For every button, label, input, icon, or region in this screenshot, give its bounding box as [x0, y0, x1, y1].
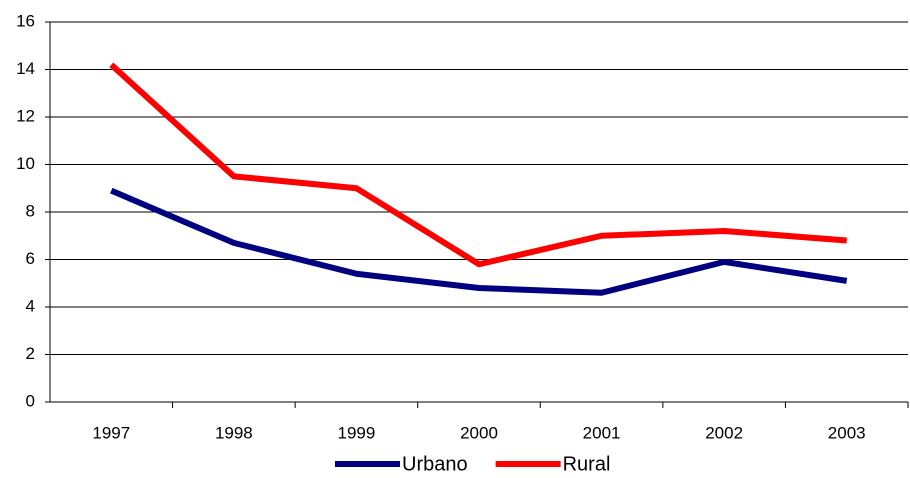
y-tick-label: 12 [16, 106, 35, 125]
x-tick-label: 2001 [583, 423, 621, 442]
x-tick-label: 1997 [92, 423, 130, 442]
axes: 0 2 4 6 8 10 12 14 16 1997 1998 1999 2000 2001 2002 200… [16, 11, 909, 442]
y-tick-label: 14 [16, 59, 35, 78]
legend: Urbano Rural [335, 453, 610, 475]
y-tick-label: 10 [16, 154, 35, 173]
y-tick-label: 4 [26, 296, 35, 315]
x-tick-label: 2002 [705, 423, 743, 442]
y-tick-label: 8 [26, 201, 35, 220]
x-tick-label: 1998 [215, 423, 253, 442]
x-tick-label: 1999 [338, 423, 376, 442]
lines [109, 62, 848, 296]
y-tick-label: 16 [16, 11, 35, 30]
legend-label: Urbano [402, 453, 468, 475]
series-line [109, 62, 847, 268]
grid [50, 21, 908, 355]
y-tick-label: 2 [26, 344, 35, 363]
y-tick-label: 6 [26, 249, 35, 268]
series-line [110, 187, 848, 296]
legend-label: Rural [563, 453, 611, 475]
x-tick-label: 2003 [828, 423, 866, 442]
y-tick-label: 0 [26, 391, 35, 410]
x-tick-label: 2000 [460, 423, 498, 442]
